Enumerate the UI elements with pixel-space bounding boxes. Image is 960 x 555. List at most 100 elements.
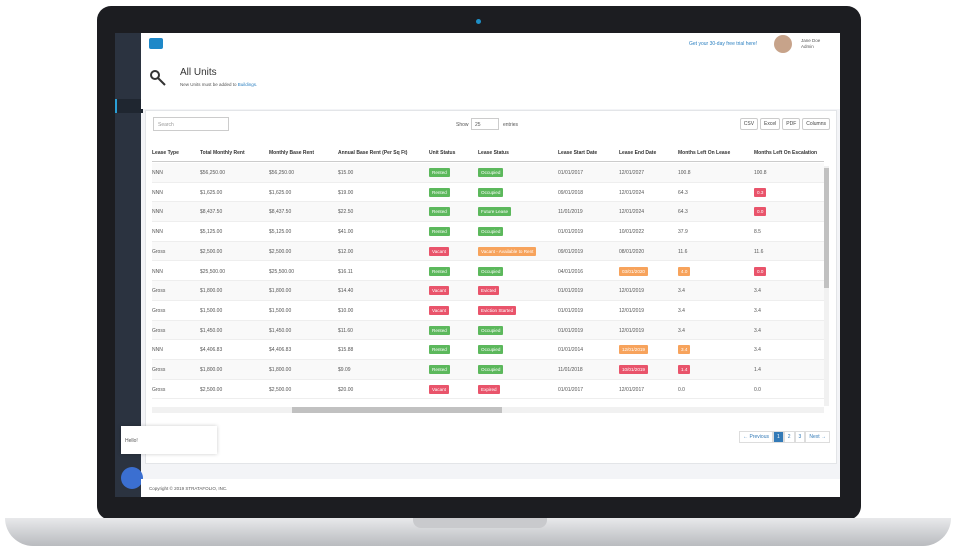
table-cell: 64.3 (678, 189, 688, 196)
status-badge: Vacant (429, 286, 449, 296)
avatar[interactable] (774, 35, 792, 53)
pagination: ← Previous 1 2 3 Next → (739, 431, 830, 443)
menu-button[interactable] (149, 38, 163, 49)
show-label: Show (456, 122, 469, 128)
next-button[interactable]: Next → (805, 431, 830, 443)
table-cell: $15.88 (338, 347, 354, 354)
table-cell: 12/01/2019 (619, 307, 645, 314)
column-header[interactable]: Unit Status (429, 150, 456, 156)
trackpad-notch (413, 518, 547, 528)
table-cell: $19.00 (338, 189, 354, 196)
page-size-select[interactable]: 25 (471, 118, 499, 130)
column-header[interactable]: Lease Start Date (558, 150, 598, 156)
status-badge: 3.4 (678, 345, 691, 355)
table-cell: 01/01/2014 (558, 347, 584, 354)
user-name: Jane Doe (801, 38, 821, 43)
table-cell: $56,250.00 (200, 170, 226, 176)
table-cell: 37.9 (678, 229, 688, 236)
chat-button[interactable] (121, 467, 143, 489)
table-cell: 09/01/2019 (558, 248, 584, 255)
column-header[interactable]: Annual Base Rent (Per Sq Ft) (338, 150, 408, 156)
status-badge: Occupied (478, 168, 504, 177)
export-button[interactable]: CSV (739, 118, 759, 130)
table-cell: NNN (152, 189, 163, 196)
column-header[interactable]: Months Left On Lease (678, 150, 731, 156)
table-cell: 04/01/2016 (558, 268, 584, 275)
table-cell: 08/01/2020 (619, 248, 645, 255)
copyright: Copyright © 2019 STRATAFOLIO, INC. (149, 486, 228, 491)
table-cell: $1,800.00 (200, 288, 223, 295)
page-button[interactable]: 3 (794, 431, 806, 443)
status-badge: Vacant (429, 305, 449, 315)
footer: Copyright © 2019 STRATAFOLIO, INC. (141, 479, 840, 497)
table-cell: $20.00 (338, 386, 354, 393)
table-cell: 0.0 (754, 386, 761, 393)
table-cell: $11.60 (338, 327, 353, 334)
table-cell: Gross (152, 288, 166, 295)
previous-button[interactable]: ← Previous (739, 431, 773, 443)
table-cell: $4,406.83 (200, 347, 223, 354)
topbar: Get your 30-day free trial here! Jane Do… (141, 33, 840, 57)
table-cell: 64.3 (678, 209, 688, 216)
sidebar-active[interactable] (115, 99, 143, 113)
v-scrollbar[interactable] (824, 166, 829, 406)
table-cell: $2,500.00 (269, 386, 292, 393)
table-cell: Gross (152, 248, 166, 255)
table-cell: $1,800.00 (200, 367, 223, 373)
status-badge: Vacant (429, 384, 449, 394)
table-cell: $56,250.00 (269, 170, 295, 176)
export-button[interactable]: PDF (782, 118, 801, 130)
status-badge: Expired (478, 384, 500, 394)
table-cell: 01/01/2017 (558, 170, 584, 176)
table-cell: 8.5 (754, 229, 761, 236)
column-header[interactable]: Total Monthly Rent (200, 150, 245, 156)
table-cell: $1,450.00 (269, 327, 292, 334)
table-cell: $2,500.00 (200, 248, 223, 255)
table-cell: 11/01/2019 (558, 209, 583, 216)
column-header[interactable]: Lease Status (478, 150, 509, 156)
status-badge: Occupied (478, 227, 504, 237)
table-cell: 12/01/2019 (619, 288, 645, 295)
page-header: All Units New Units must be added to Bui… (141, 57, 840, 109)
column-header[interactable]: Lease Type (152, 150, 179, 156)
table-cell: $1,500.00 (200, 307, 223, 314)
export-button[interactable]: Excel (760, 118, 781, 130)
status-badge: Rented (429, 325, 450, 335)
table-cell: $2,500.00 (269, 248, 292, 255)
status-badge: 10/01/2019 (619, 365, 648, 374)
search-input[interactable]: Search (153, 117, 229, 131)
status-badge: Rented (429, 266, 450, 276)
status-badge: Rented (429, 168, 450, 177)
table-cell: Gross (152, 307, 166, 314)
table-cell: 12/01/2017 (619, 386, 645, 393)
table-cell: 12/01/2024 (619, 209, 645, 216)
status-badge: 0.0 (754, 266, 767, 276)
subtitle-text: New Units must be added to (180, 82, 237, 87)
status-badge: 03/01/2020 (619, 266, 648, 276)
status-badge: Occupied (478, 325, 504, 335)
export-button[interactable]: Columns (802, 118, 830, 130)
table-cell: 100.8 (678, 170, 691, 176)
table-cell: NNN (152, 268, 163, 275)
page-button[interactable]: 2 (783, 431, 795, 443)
screen: Get your 30-day free trial here! Jane Do… (115, 33, 840, 497)
table-cell: $1,625.00 (269, 189, 292, 196)
column-header[interactable]: Monthly Base Rent (269, 150, 315, 156)
status-badge: Occupied (478, 345, 504, 355)
column-header[interactable]: Lease End Date (619, 150, 657, 156)
table-cell: 01/01/2019 (558, 229, 584, 236)
table-cell: $14.40 (338, 288, 354, 295)
status-badge: Future Lease (478, 207, 512, 217)
table-cell: $25,500.00 (269, 268, 295, 275)
trial-link[interactable]: Get your 30-day free trial here! (689, 41, 758, 47)
page-button[interactable]: 1 (772, 431, 784, 443)
table-cell: $5,125.00 (269, 229, 292, 236)
units-card: Search Show 25 entries CSV Excel PDF Column… (145, 110, 837, 464)
user-role[interactable]: Admin (801, 44, 814, 49)
column-header[interactable]: Months Left On Escalation (754, 150, 818, 156)
key-icon (150, 70, 166, 86)
h-scrollbar[interactable] (152, 407, 824, 413)
table-cell: $1,500.00 (269, 307, 292, 314)
table-cell: 3.4 (754, 288, 761, 295)
buildings-link[interactable]: Buildings. (237, 82, 258, 87)
